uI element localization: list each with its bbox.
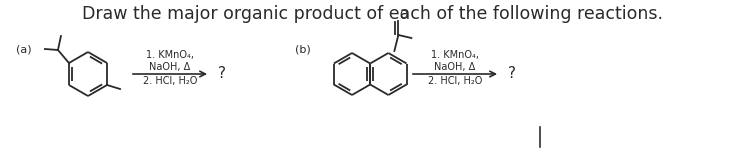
Text: 2. HCl, H₂O: 2. HCl, H₂O [143,76,197,86]
Text: (b): (b) [295,44,311,54]
Text: 1. KMnO₄,
NaOH, Δ: 1. KMnO₄, NaOH, Δ [431,50,479,72]
Text: Draw the major organic product of each of the following reactions.: Draw the major organic product of each o… [81,5,662,23]
Text: 2. HCl, H₂O: 2. HCl, H₂O [428,76,482,86]
Text: (a): (a) [16,44,31,54]
Text: 1. KMnO₄,
NaOH, Δ: 1. KMnO₄, NaOH, Δ [146,50,194,72]
Text: ?: ? [218,66,226,81]
Text: O: O [399,10,408,20]
Text: ?: ? [508,66,516,81]
